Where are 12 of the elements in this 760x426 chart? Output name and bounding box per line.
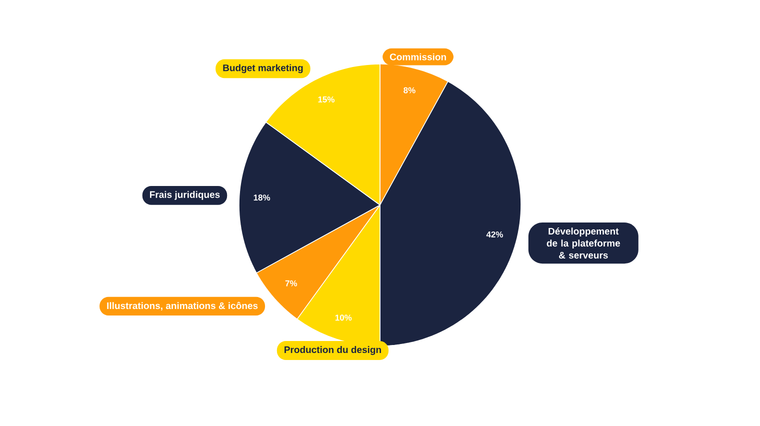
- slice-label: Production du design: [284, 346, 381, 355]
- data-label: 10%: [335, 314, 352, 321]
- slice-label: Illustrations, animations & icônes: [107, 302, 258, 310]
- data-label: 18%: [254, 194, 270, 201]
- slice-label: Frais juridiques: [150, 190, 220, 200]
- data-label: 7%: [285, 280, 298, 286]
- data-label: 42%: [486, 231, 504, 238]
- data-label: 8%: [404, 87, 416, 94]
- data-label: 15%: [318, 96, 335, 102]
- slice-label: Commission: [390, 53, 446, 60]
- slice-label: Budget marketing: [223, 64, 303, 74]
- slice-label: Développement de la plateforme & serveurs: [546, 228, 620, 259]
